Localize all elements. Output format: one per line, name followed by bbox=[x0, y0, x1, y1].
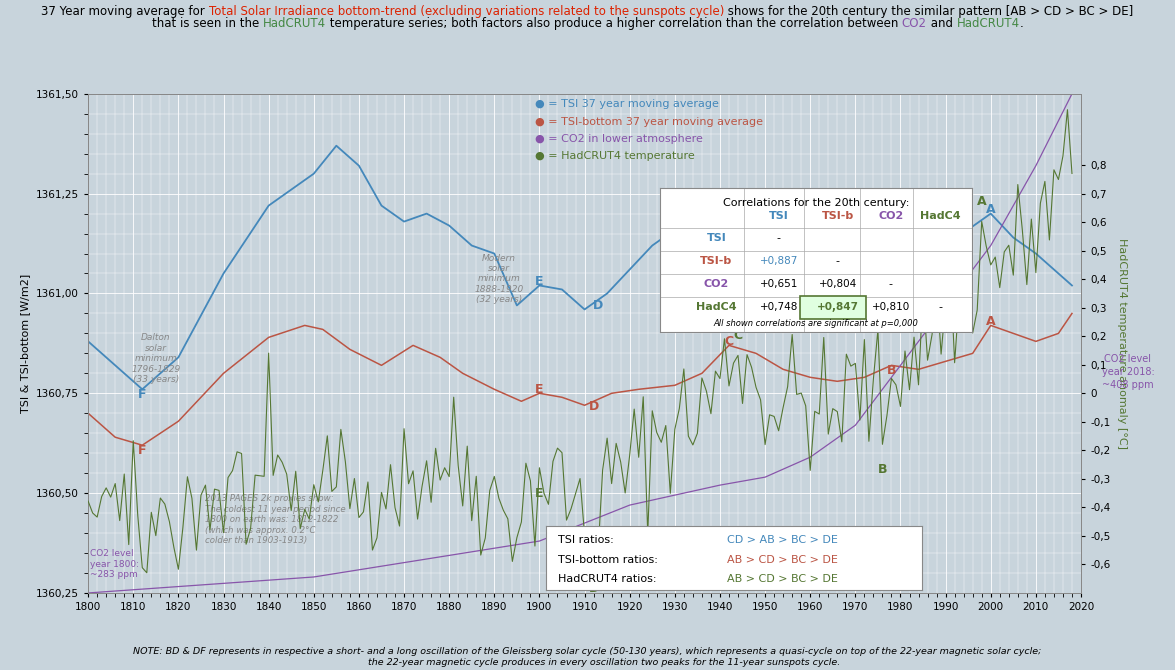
Text: +0,748: +0,748 bbox=[759, 302, 798, 312]
FancyBboxPatch shape bbox=[800, 295, 866, 319]
Text: E: E bbox=[535, 383, 544, 396]
Text: CD > AB > BC > DE: CD > AB > BC > DE bbox=[727, 535, 838, 545]
Text: TSI-b: TSI-b bbox=[821, 212, 854, 221]
Text: +0,804: +0,804 bbox=[819, 279, 857, 289]
Text: -: - bbox=[835, 256, 840, 266]
Text: -: - bbox=[939, 302, 942, 312]
Text: ● = TSI-bottom 37 year moving average: ● = TSI-bottom 37 year moving average bbox=[535, 117, 763, 127]
Text: TSI-b: TSI-b bbox=[700, 256, 732, 266]
Text: and: and bbox=[927, 17, 956, 29]
Text: CO2: CO2 bbox=[704, 279, 728, 289]
Text: D: D bbox=[593, 299, 603, 312]
Text: Modern
solar
minimum
1888-1920
(32 years): Modern solar minimum 1888-1920 (32 years… bbox=[475, 253, 523, 304]
Text: shows for the 20th century the similar pattern [AB > CD > BC > DE]: shows for the 20th century the similar p… bbox=[724, 5, 1134, 18]
Text: F: F bbox=[137, 444, 147, 457]
Text: TSI: TSI bbox=[706, 233, 726, 243]
Text: TSI: TSI bbox=[768, 212, 788, 221]
Text: All shown correlations are significant at p=0,000: All shown correlations are significant a… bbox=[713, 318, 919, 328]
Y-axis label: HadCRUT4 temperature anomaly [°C]: HadCRUT4 temperature anomaly [°C] bbox=[1117, 238, 1127, 449]
Text: TSI-bottom ratios:: TSI-bottom ratios: bbox=[558, 555, 658, 565]
Text: HadCRUT4: HadCRUT4 bbox=[956, 17, 1020, 29]
Text: that is seen in the: that is seen in the bbox=[152, 17, 262, 29]
Text: Dalton
solar
minimum
1796-1829
(33 years): Dalton solar minimum 1796-1829 (33 years… bbox=[132, 334, 181, 384]
Text: NOTE: BD & DF represents in respective a short- and a long oscillation of the Gl: NOTE: BD & DF represents in respective a… bbox=[133, 647, 1042, 667]
Text: +0,887: +0,887 bbox=[759, 256, 798, 266]
Text: C: C bbox=[733, 329, 743, 342]
Text: B: B bbox=[878, 464, 887, 476]
Text: -: - bbox=[777, 233, 780, 243]
Text: Correlations for the 20th century:: Correlations for the 20th century: bbox=[723, 198, 909, 208]
Text: 37 Year moving average for: 37 Year moving average for bbox=[41, 5, 209, 18]
Text: CO2 level
year 2018:
~408 ppm: CO2 level year 2018: ~408 ppm bbox=[1102, 354, 1154, 390]
Text: B: B bbox=[873, 272, 882, 285]
Y-axis label: TSI & TSI-bottom [W/m2]: TSI & TSI-bottom [W/m2] bbox=[20, 274, 31, 413]
Text: D: D bbox=[589, 582, 599, 594]
Text: HadC4: HadC4 bbox=[920, 212, 961, 221]
Text: +0,810: +0,810 bbox=[872, 302, 909, 312]
Text: -: - bbox=[888, 279, 893, 289]
Text: A: A bbox=[976, 195, 987, 208]
Text: HadCRUT4 ratios:: HadCRUT4 ratios: bbox=[558, 574, 656, 584]
Text: ● = TSI 37 year moving average: ● = TSI 37 year moving average bbox=[535, 99, 718, 109]
Text: CO2: CO2 bbox=[878, 212, 904, 221]
Text: ● = HadCRUT4 temperature: ● = HadCRUT4 temperature bbox=[535, 151, 694, 161]
Text: CO2: CO2 bbox=[902, 17, 927, 29]
Text: CO2 level
year 1800:
~283 ppm: CO2 level year 1800: ~283 ppm bbox=[90, 549, 140, 579]
Text: E: E bbox=[535, 487, 544, 500]
Text: E: E bbox=[535, 275, 544, 288]
Text: B: B bbox=[887, 364, 897, 377]
Text: TSI ratios:: TSI ratios: bbox=[558, 535, 613, 545]
Text: F: F bbox=[137, 388, 147, 401]
Text: A: A bbox=[986, 315, 995, 328]
Text: temperature series; both factors also produce a higher correlation than the corr: temperature series; both factors also pr… bbox=[325, 17, 902, 29]
Text: C: C bbox=[716, 203, 725, 216]
Text: Total Solar Irradiance bottom-trend (excluding variations related to the sunspot: Total Solar Irradiance bottom-trend (exc… bbox=[209, 5, 724, 18]
Text: ● = CO2 in lower atmosphere: ● = CO2 in lower atmosphere bbox=[535, 134, 703, 144]
Text: +0,651: +0,651 bbox=[759, 279, 798, 289]
Text: A: A bbox=[986, 203, 995, 216]
Text: +0,847: +0,847 bbox=[817, 302, 859, 312]
Text: AB > CD > BC > DE: AB > CD > BC > DE bbox=[727, 574, 838, 584]
Text: HadC4: HadC4 bbox=[696, 302, 737, 312]
Text: HadCRUT4: HadCRUT4 bbox=[262, 17, 325, 29]
Text: AB > CD > BC > DE: AB > CD > BC > DE bbox=[727, 555, 838, 565]
Text: C: C bbox=[725, 335, 733, 348]
Text: .: . bbox=[1020, 17, 1023, 29]
Text: D: D bbox=[589, 400, 599, 413]
Text: 2013 PAGES 2k proxies show:
The coldest 11 year period since
1800 on earth was: : 2013 PAGES 2k proxies show: The coldest … bbox=[206, 494, 347, 545]
